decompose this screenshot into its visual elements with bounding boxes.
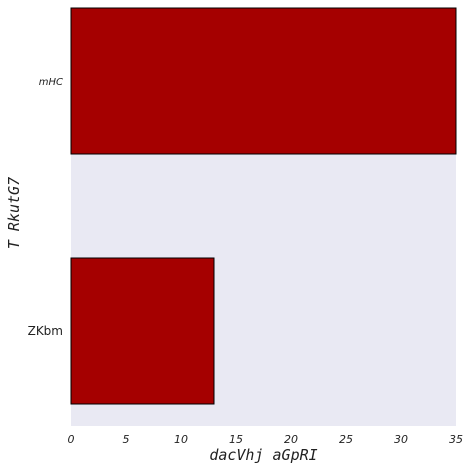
bar-zkbm [70,257,215,405]
bars-group [70,7,457,405]
x-tick-label: 10 [174,433,188,446]
x-tick-label: 15 [229,433,243,446]
bar-mhc [70,7,457,155]
x-tick-label: 25 [339,433,353,446]
x-tick-label: 35 [449,433,463,446]
x-axis-label: dacVhj aGpRI [209,446,317,464]
y-tick-label: ZKbm [28,324,63,338]
y-tick-label: mHC [39,77,63,88]
y-tick-labels: mHC ZKbm [28,77,63,338]
y-axis-label: T RkutG7 [5,177,23,249]
x-tick-label: 20 [284,433,298,446]
x-tick-label: 5 [123,433,130,446]
x-tick-labels: 0 5 10 15 20 25 30 35 [68,433,464,446]
x-tick-label: 0 [68,433,75,446]
x-tick-label: 30 [394,433,408,446]
